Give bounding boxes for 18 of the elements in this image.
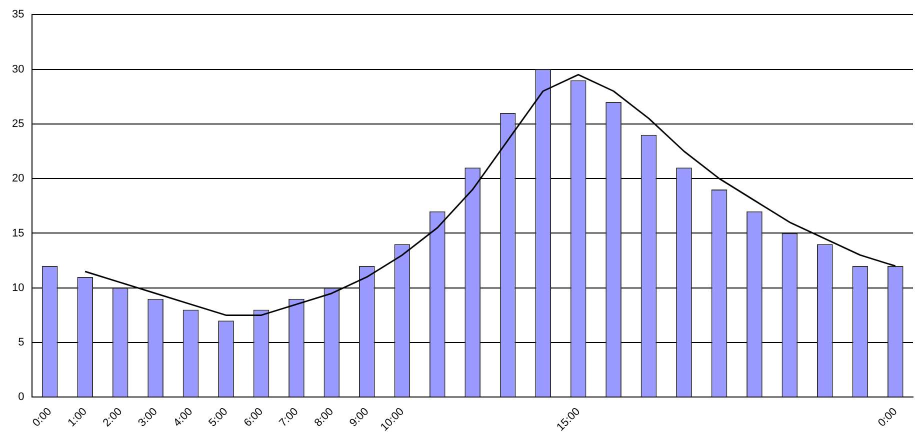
x-tick-label: 9:00	[348, 406, 372, 430]
y-tick-label: 15	[12, 227, 24, 240]
y-tick-label: 30	[12, 63, 24, 76]
y-tick-label: 35	[12, 8, 24, 21]
x-tick-label: 8:00	[312, 406, 336, 430]
y-tick-label: 20	[12, 172, 24, 185]
x-tick-label: 4:00	[171, 406, 196, 430]
x-tick-label: 1:00	[66, 406, 90, 430]
x-tick-label: 7:00	[277, 406, 301, 430]
y-tick-label: 10	[12, 282, 24, 294]
y-tick-label: 0	[18, 391, 24, 404]
x-tick-label: 3:00	[136, 406, 160, 430]
y-tick-label: 25	[12, 118, 24, 130]
x-tick-label: 6:00	[242, 406, 266, 430]
y-tick-label: 5	[18, 336, 24, 349]
x-tick-label: 0:00	[876, 406, 900, 430]
x-tick-label: 0:00	[30, 406, 54, 430]
x-tick-label: 5:00	[206, 406, 230, 430]
